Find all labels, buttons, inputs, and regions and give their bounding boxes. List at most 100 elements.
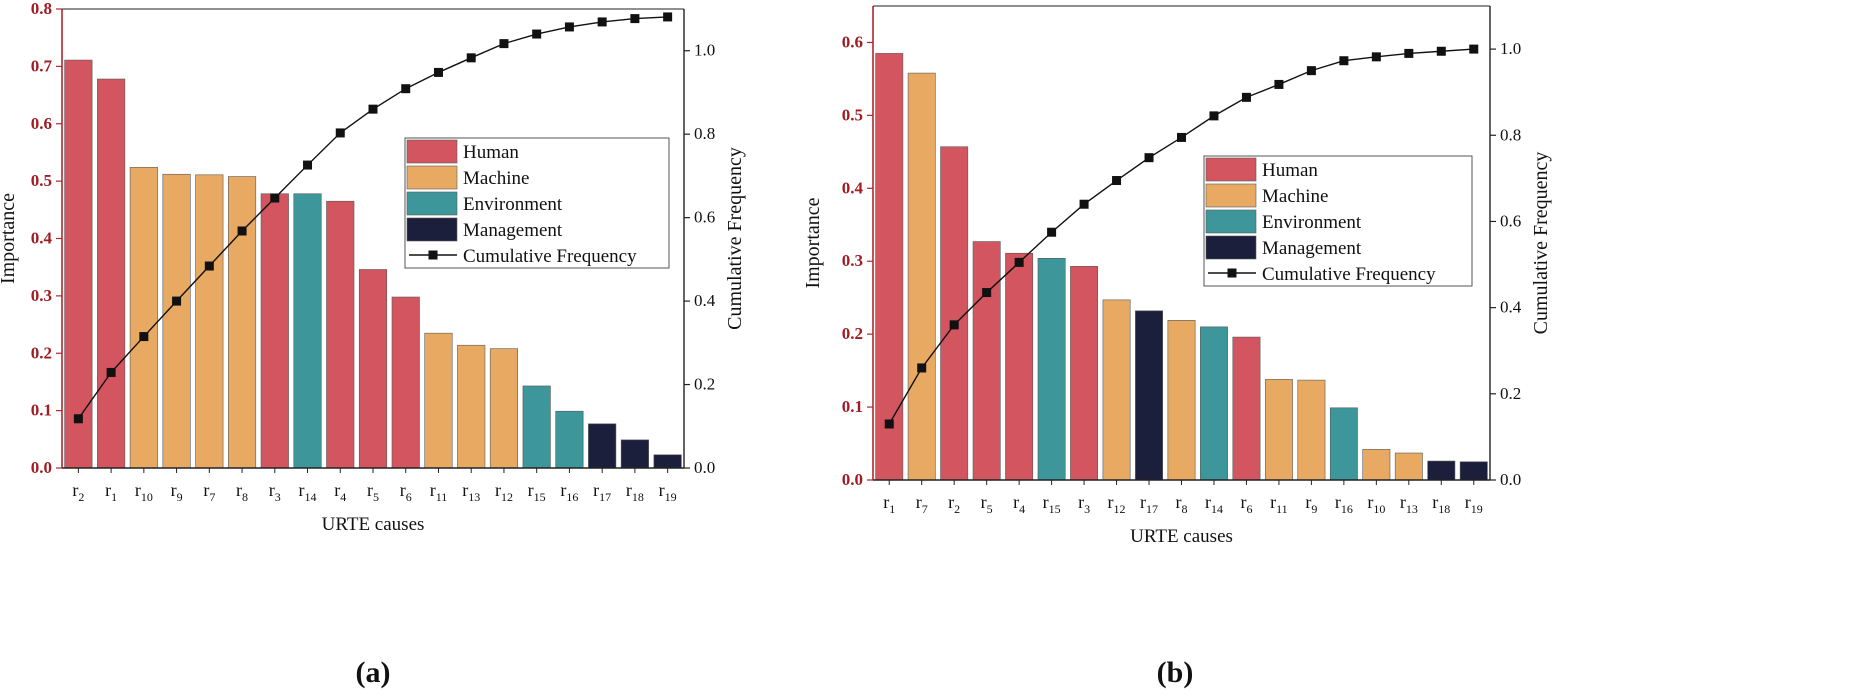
panel-a-cumulative-marker-2 [106, 367, 116, 377]
panel-a-cumulative-marker-18 [630, 14, 640, 24]
panel-a-cumulative-marker-14 [499, 39, 509, 49]
panel-a-x-tick-label-r15: r15 [528, 480, 546, 504]
panel-a-bar-r6 [391, 296, 420, 469]
panel-b-bar-r8 [1167, 319, 1196, 481]
panel-b-legend: Human Machine Environment Management Cumulat… [1203, 155, 1473, 287]
panel-b-legend-swatch-environment [1205, 209, 1257, 234]
panel-b-bar-r17 [1135, 310, 1163, 481]
panel-b-legend-swatch-human [1205, 157, 1257, 182]
panel-a-bar-r10 [129, 167, 158, 469]
panel-b-x-tick-label-r1: r1 [883, 492, 895, 516]
panel-b-bar-r3 [1070, 266, 1099, 481]
panel-a-legend-swatch-management [406, 217, 458, 242]
panel-a-cumulative-marker-7 [270, 193, 280, 203]
panel-a-bar-r1 [97, 78, 126, 469]
panel-a-bar-r9 [162, 173, 191, 469]
panel-a-bar-r4 [326, 200, 355, 469]
panel-b-x-axis-title: URTE causes [1130, 526, 1233, 547]
panel-a-x-tick-label-r10: r10 [135, 480, 153, 504]
panel-b-cumulative-marker-5 [1014, 257, 1024, 267]
panel-a-left-tick-label: 0.4 [31, 229, 53, 248]
panel-a-right-tick-label: 0.4 [694, 291, 716, 310]
panel-a-bar-r16 [555, 410, 584, 469]
panel-a-left-tick-label: 0.3 [31, 286, 52, 305]
panel-a-legend-swatch-machine [406, 165, 458, 190]
panel-a-cumulative-marker-5 [204, 261, 214, 271]
panel-b-bar-r5 [972, 241, 1001, 481]
panel-b-bar-r7 [907, 72, 936, 481]
panel-b-x-tick-label-r6: r6 [1240, 492, 1252, 516]
panel-a-x-tick-label-r16: r16 [560, 480, 578, 504]
panel-a-legend-marker-swatch [428, 250, 438, 260]
panel-a-y2-axis-title: Cumulative Frequency [724, 147, 746, 330]
panel-a-right-tick-label: 0.6 [694, 208, 715, 227]
panel-b-cumulative-marker-2 [917, 363, 927, 373]
panel-b-legend-label-machine: Machine [1262, 186, 1328, 207]
panel-a-x-tick-label-r2: r2 [72, 480, 84, 504]
panel-a-cumulative-marker-15 [532, 29, 542, 39]
panel-b-legend-marker-swatch [1227, 268, 1237, 278]
panel-a-x-tick-label-r8: r8 [236, 480, 248, 504]
panel-a-x-tick-label-r12: r12 [495, 480, 513, 504]
panel-b-right-tick-label: 1.0 [1500, 39, 1521, 58]
panel-b-x-tick-label-r16: r16 [1335, 492, 1353, 516]
panel-a-x-tick-label-r18: r18 [626, 480, 644, 504]
panel-b-left-tick-label: 0.6 [842, 32, 863, 51]
panel-b-bar-r18 [1427, 460, 1456, 481]
panel-a-left-tick-label: 0.1 [31, 401, 52, 420]
panel-a-legend-swatch-human [406, 139, 458, 164]
panel-b-bar-r2 [940, 146, 969, 481]
panel-a-x-tick-label-r17: r17 [593, 480, 611, 504]
panel-a-bar-r12 [489, 348, 519, 469]
panel-b-x-tick-label-r5: r5 [981, 492, 993, 516]
panel-b-cumulative-marker-8 [1112, 176, 1122, 186]
panel-b-legend-label-environment: Environment [1262, 212, 1362, 233]
panel-b-bar-r13 [1394, 452, 1423, 481]
panel-b-x-tick-label-r15: r15 [1043, 492, 1061, 516]
panel-a-bar-r7 [195, 174, 224, 469]
panel-a-cumulative-marker-17 [597, 17, 607, 27]
panel-a-left-tick-label: 0.7 [31, 56, 53, 75]
panel-b-bar-r1 [875, 53, 904, 481]
panel-a-legend-label-machine: Machine [463, 168, 529, 189]
panel-b-right-tick-label: 0.2 [1500, 384, 1521, 403]
panel-a-right-tick-label: 0.2 [694, 375, 715, 394]
panel-b-cumulative-marker-10 [1177, 132, 1186, 142]
panel-a-bar-r11 [424, 332, 453, 469]
panel-a-x-tick-label-r3: r3 [269, 480, 281, 504]
panel-b-cumulative-marker-6 [1047, 227, 1057, 237]
panel-a-bar-r19 [653, 454, 682, 469]
panel-a-bar-r2 [64, 59, 93, 469]
panel-b-legend-label-line: Cumulative Frequency [1262, 264, 1436, 285]
panel-a-cumulative-marker-19 [663, 12, 673, 22]
panel-b-bar-r4 [1005, 252, 1034, 481]
panel-b-right-tick-label: 0.6 [1500, 211, 1521, 230]
panel-a-bar-r3 [260, 193, 289, 469]
panel-b-left-tick-label: 0.4 [842, 178, 864, 197]
panel-b-bar-r12 [1102, 299, 1131, 481]
panel-a-cumulative-marker-10 [368, 104, 378, 114]
panel-a-cumulative-marker-6 [237, 226, 247, 236]
panel-b-bar-r16 [1329, 407, 1358, 481]
panel-a-legend: Human Machine Environment Management Cumulat… [404, 137, 670, 269]
panel-b-cumulative-marker-9 [1144, 153, 1154, 163]
panel-b-x-tick-label-r3: r3 [1078, 492, 1090, 516]
panel-a-right-tick-label: 1.0 [694, 41, 715, 60]
panel-b-legend-label-management: Management [1262, 238, 1362, 259]
panel-b-legend-swatch-management [1205, 235, 1257, 260]
panel-b-left-tick-label: 0.0 [842, 470, 863, 489]
panel-a-x-tick-label-r5: r5 [367, 480, 379, 504]
panel-b-x-tick-label-r10: r10 [1367, 492, 1385, 516]
panel-a-bar-r5 [358, 269, 388, 469]
panel-b-bar-r10 [1362, 449, 1391, 481]
panel-b-cumulative-marker-17 [1404, 48, 1414, 58]
panel-a-x-tick-label-r6: r6 [400, 480, 412, 504]
panel-a-cumulative-marker-3 [139, 332, 149, 342]
panel-b-cumulative-marker-14 [1306, 66, 1316, 76]
panel-a-left-tick-label: 0.2 [31, 343, 52, 362]
panel-a-cumulative-marker-13 [466, 53, 476, 63]
panel-b-x-tick-label-r19: r19 [1465, 492, 1483, 516]
panel-a-cumulative-marker-12 [433, 67, 443, 77]
panel-a-right-tick-label: 0.0 [694, 458, 715, 477]
panel-a-bar-r13 [457, 344, 486, 469]
